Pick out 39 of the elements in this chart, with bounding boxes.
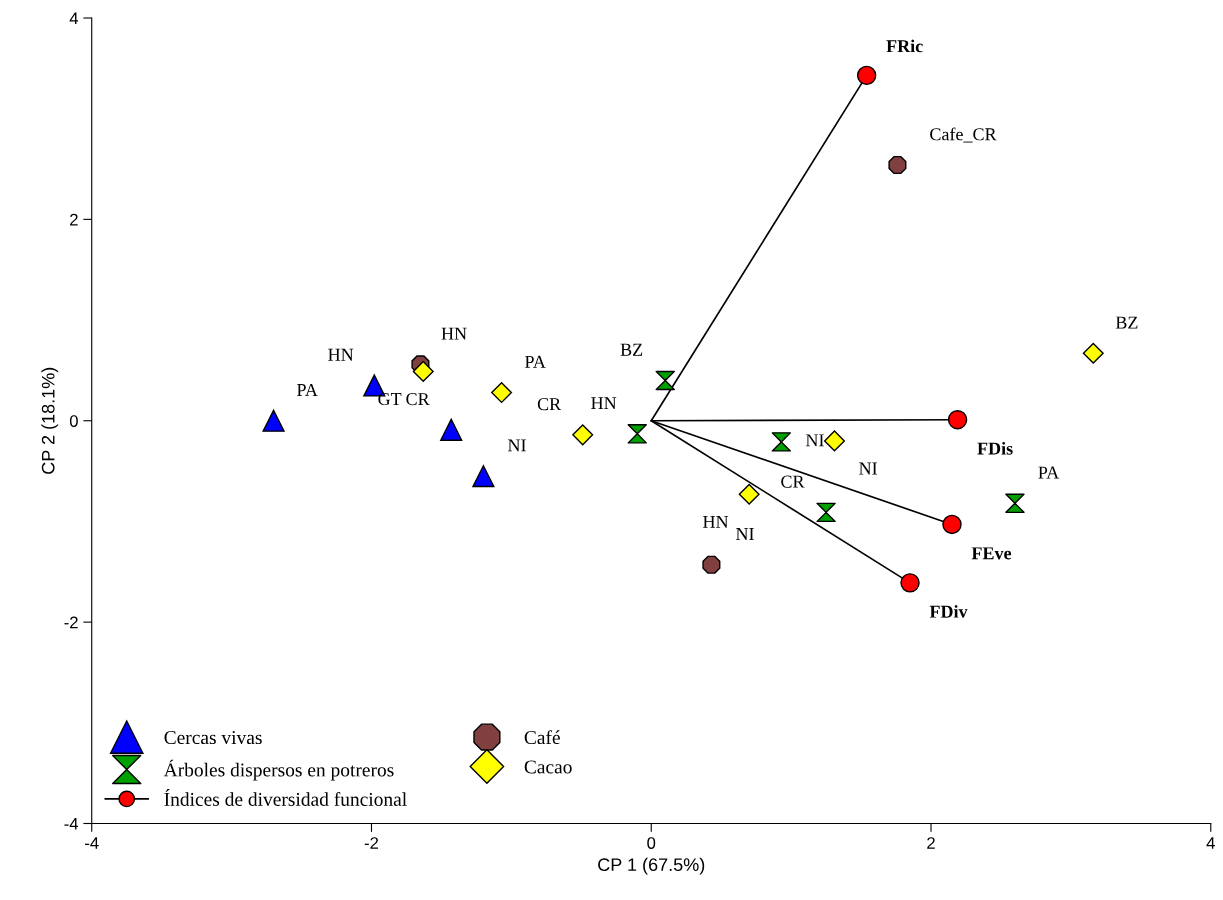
annotation: HN (703, 515, 729, 528)
x-axis-title: CP 1 (67.5%) (598, 857, 705, 875)
x-tick-label: 2 (927, 837, 935, 849)
y-axis-title: CP 2 (18.1%) (41, 367, 59, 474)
x-tick-label: 4 (1206, 837, 1215, 849)
legend-label: Árboles dispersos en potreros (163, 759, 394, 781)
annotation: CR (537, 398, 562, 411)
x-tick-label: -4 (85, 837, 99, 849)
y-tick-label: -4 (64, 818, 79, 830)
annotation: NI (736, 528, 754, 540)
y-tick-label: 4 (69, 12, 79, 25)
data-label: FDiv (929, 605, 968, 618)
legend-label: Cacao (524, 760, 572, 774)
legend-label: Cercas vivas (164, 731, 262, 745)
annotation: NI (508, 439, 526, 452)
annotation: Cafe_CR (930, 127, 997, 143)
data-label: FEve (971, 547, 1012, 560)
annotation: BZ (620, 343, 643, 356)
y-tick-label: -2 (64, 616, 78, 629)
annotation: HN (591, 397, 617, 410)
legend-label: Índices de diversidad funcional (164, 789, 407, 806)
annotation: GT (378, 392, 402, 406)
annotation: PA (524, 355, 546, 368)
annotation: CR (781, 475, 805, 488)
annotation: CR (406, 393, 430, 406)
annotation: PA (1038, 466, 1060, 479)
annotation: PA (296, 384, 318, 396)
annotation: HN (441, 327, 467, 340)
y-tick-label: 0 (69, 415, 78, 427)
y-tick-label: 2 (70, 213, 78, 226)
annotation: NI (859, 462, 877, 475)
annotation: NI (805, 434, 824, 447)
x-tick-label: 0 (647, 837, 656, 849)
data-label: FRic (886, 39, 923, 53)
annotation: HN (328, 348, 354, 361)
x-tick-label: -2 (364, 837, 379, 849)
annotation: BZ (1115, 316, 1138, 329)
data-label: FDis (977, 441, 1013, 455)
legend-label: Café (524, 730, 560, 745)
